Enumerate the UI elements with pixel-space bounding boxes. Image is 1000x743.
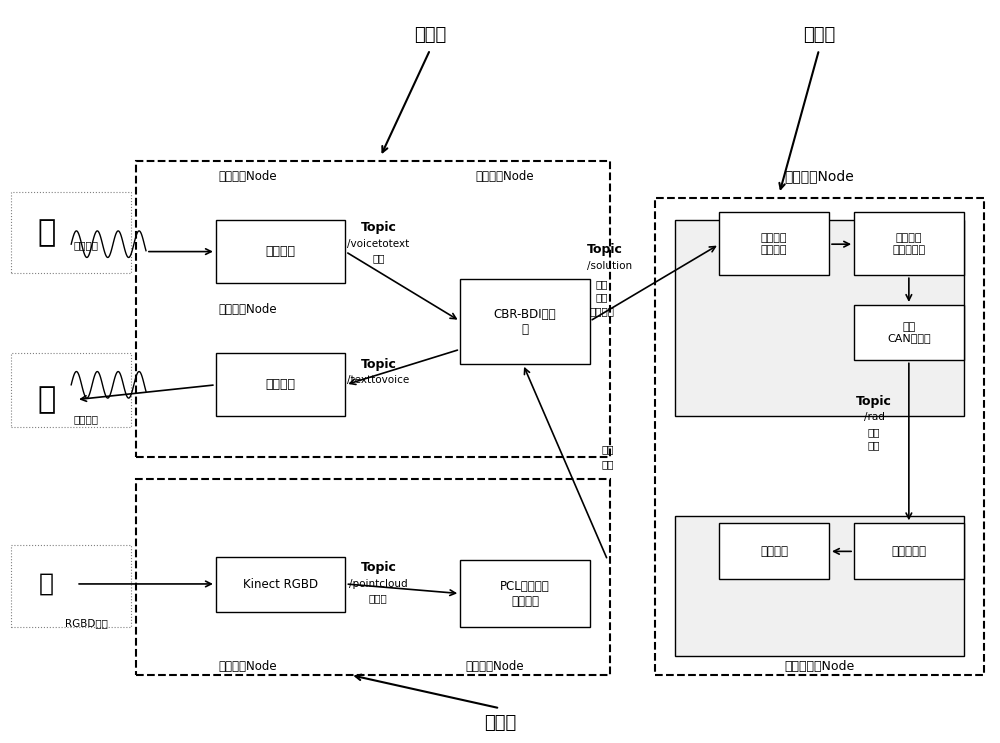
- FancyBboxPatch shape: [460, 560, 590, 627]
- Text: 语音输出: 语音输出: [74, 415, 99, 424]
- FancyBboxPatch shape: [854, 523, 964, 579]
- Text: /pointcloud: /pointcloud: [349, 579, 408, 589]
- Text: 解决: 解决: [595, 279, 608, 289]
- Text: 语音识别Node: 语音识别Node: [218, 169, 277, 183]
- FancyBboxPatch shape: [216, 557, 345, 612]
- FancyBboxPatch shape: [719, 523, 829, 579]
- FancyBboxPatch shape: [675, 516, 964, 657]
- Text: 角度: 角度: [868, 441, 880, 450]
- Text: 自然语言
方案解释: 自然语言 方案解释: [761, 233, 787, 255]
- Text: Topic: Topic: [360, 357, 396, 371]
- FancyBboxPatch shape: [216, 353, 345, 416]
- Text: Topic: Topic: [856, 395, 892, 408]
- Text: 语音合成: 语音合成: [266, 378, 296, 391]
- FancyBboxPatch shape: [675, 220, 964, 416]
- Text: 自动编程Node: 自动编程Node: [784, 169, 854, 183]
- FancyBboxPatch shape: [719, 212, 829, 275]
- Text: PCL空间点云
物体识别: PCL空间点云 物体识别: [500, 580, 550, 608]
- Text: 语音识别: 语音识别: [266, 244, 296, 258]
- Text: 物体分拣: 物体分拣: [760, 545, 788, 557]
- Text: 步骤三: 步骤三: [803, 26, 835, 44]
- Text: 🎤: 🎤: [37, 218, 55, 247]
- FancyBboxPatch shape: [854, 305, 964, 360]
- Text: 机械臂控制Node: 机械臂控制Node: [784, 660, 854, 672]
- Text: 语音输入: 语音输入: [74, 241, 99, 250]
- Text: 物体识别Node: 物体识别Node: [466, 660, 524, 672]
- Text: /solution: /solution: [587, 261, 632, 270]
- Text: 🔊: 🔊: [37, 385, 55, 414]
- Text: CBR-BDI推理
机: CBR-BDI推理 机: [494, 308, 556, 336]
- Text: 文件: 文件: [601, 459, 614, 469]
- FancyBboxPatch shape: [216, 220, 345, 282]
- Text: 语音合成Node: 语音合成Node: [218, 303, 277, 316]
- FancyBboxPatch shape: [460, 279, 590, 364]
- Text: 📷: 📷: [39, 572, 54, 596]
- Text: Kinect RGBD: Kinect RGBD: [243, 578, 318, 591]
- FancyBboxPatch shape: [854, 212, 964, 275]
- Text: RGBD数据: RGBD数据: [65, 618, 108, 628]
- Text: 文本: 文本: [372, 253, 385, 263]
- Text: 步骤二: 步骤二: [414, 26, 446, 44]
- Text: 解析编译
机器人指令: 解析编译 机器人指令: [892, 233, 925, 255]
- Text: 机械臂控制: 机械臂控制: [891, 545, 926, 557]
- Text: Topic: Topic: [587, 243, 623, 256]
- Text: /voicetotext: /voicetotext: [347, 239, 409, 249]
- Text: Topic: Topic: [360, 561, 396, 574]
- Text: /rad: /rad: [864, 412, 884, 422]
- Text: 点云采集Node: 点云采集Node: [218, 660, 277, 672]
- Text: 执行
CAN指令集: 执行 CAN指令集: [887, 322, 931, 343]
- Text: Topic: Topic: [360, 221, 396, 233]
- Text: 人机交互Node: 人机交互Node: [476, 169, 534, 183]
- Text: 步骤一: 步骤一: [484, 714, 516, 732]
- Text: /texttovoice: /texttovoice: [347, 375, 409, 386]
- Text: 地图: 地图: [601, 444, 614, 454]
- Text: 方案: 方案: [595, 293, 608, 302]
- Text: （坐标）: （坐标）: [589, 306, 614, 316]
- Text: 运动: 运动: [868, 427, 880, 437]
- Text: 点云图: 点云图: [369, 593, 388, 603]
